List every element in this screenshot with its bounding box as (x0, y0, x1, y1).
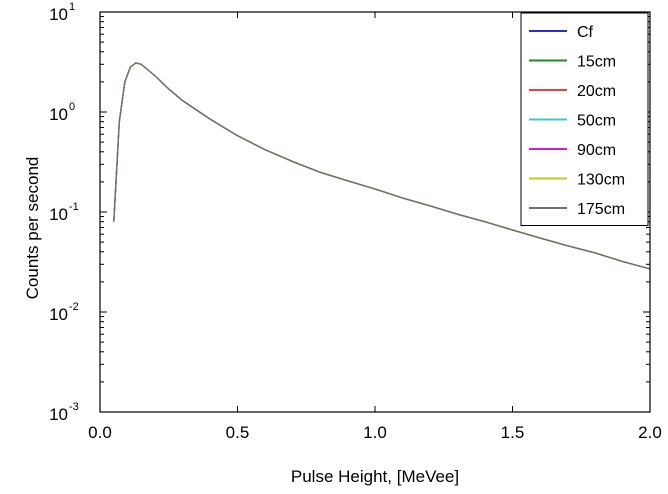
series-line-175cm (113, 62, 651, 270)
y-tick-label: 10 -2 (49, 301, 79, 324)
x-tick-labels: 0.0 0.5 1.0 1.5 2.0 (88, 423, 662, 442)
x-tick-label: 0.0 (88, 423, 112, 442)
y-tick-exponent: -3 (69, 401, 79, 413)
y-tick-exponent: -2 (69, 301, 79, 313)
legend: Cf 15cm 20cm 50cm 90cm 130cm 175cm (520, 12, 649, 226)
legend-label-50cm: 50cm (577, 113, 616, 130)
y-tick-label: 10 1 (49, 1, 75, 24)
legend-label-20cm: 20cm (577, 83, 616, 100)
y-tick-label: 10 0 (49, 101, 75, 124)
legend-label-90cm: 90cm (577, 142, 616, 159)
y-tick-base: 10 (49, 305, 68, 324)
y-tick-exponent: 1 (69, 1, 75, 13)
x-tick-label: 1.0 (363, 423, 387, 442)
y-tick-base: 10 (49, 405, 68, 424)
x-tick-label: 0.5 (226, 423, 250, 442)
legend-label-175cm: 175cm (577, 201, 625, 218)
y-tick-base: 10 (49, 105, 68, 124)
y-tick-base: 10 (49, 5, 68, 24)
x-tick-label: 1.5 (501, 423, 525, 442)
y-tick-exponent: -1 (69, 201, 79, 213)
y-axis-title: Counts per second (23, 157, 42, 300)
legend-label-Cf: Cf (577, 24, 594, 41)
y-tick-base: 10 (49, 205, 68, 224)
y-tick-exponent: 0 (69, 101, 75, 113)
y-tick-label: 10 -3 (49, 401, 79, 424)
legend-label-130cm: 130cm (577, 172, 625, 189)
x-axis-title: Pulse Height, [MeVee] (291, 467, 459, 486)
series-layer (113, 62, 651, 270)
y-tick-label: 10 -1 (49, 201, 79, 224)
x-tick-label: 2.0 (638, 423, 662, 442)
legend-label-15cm: 15cm (577, 54, 616, 71)
